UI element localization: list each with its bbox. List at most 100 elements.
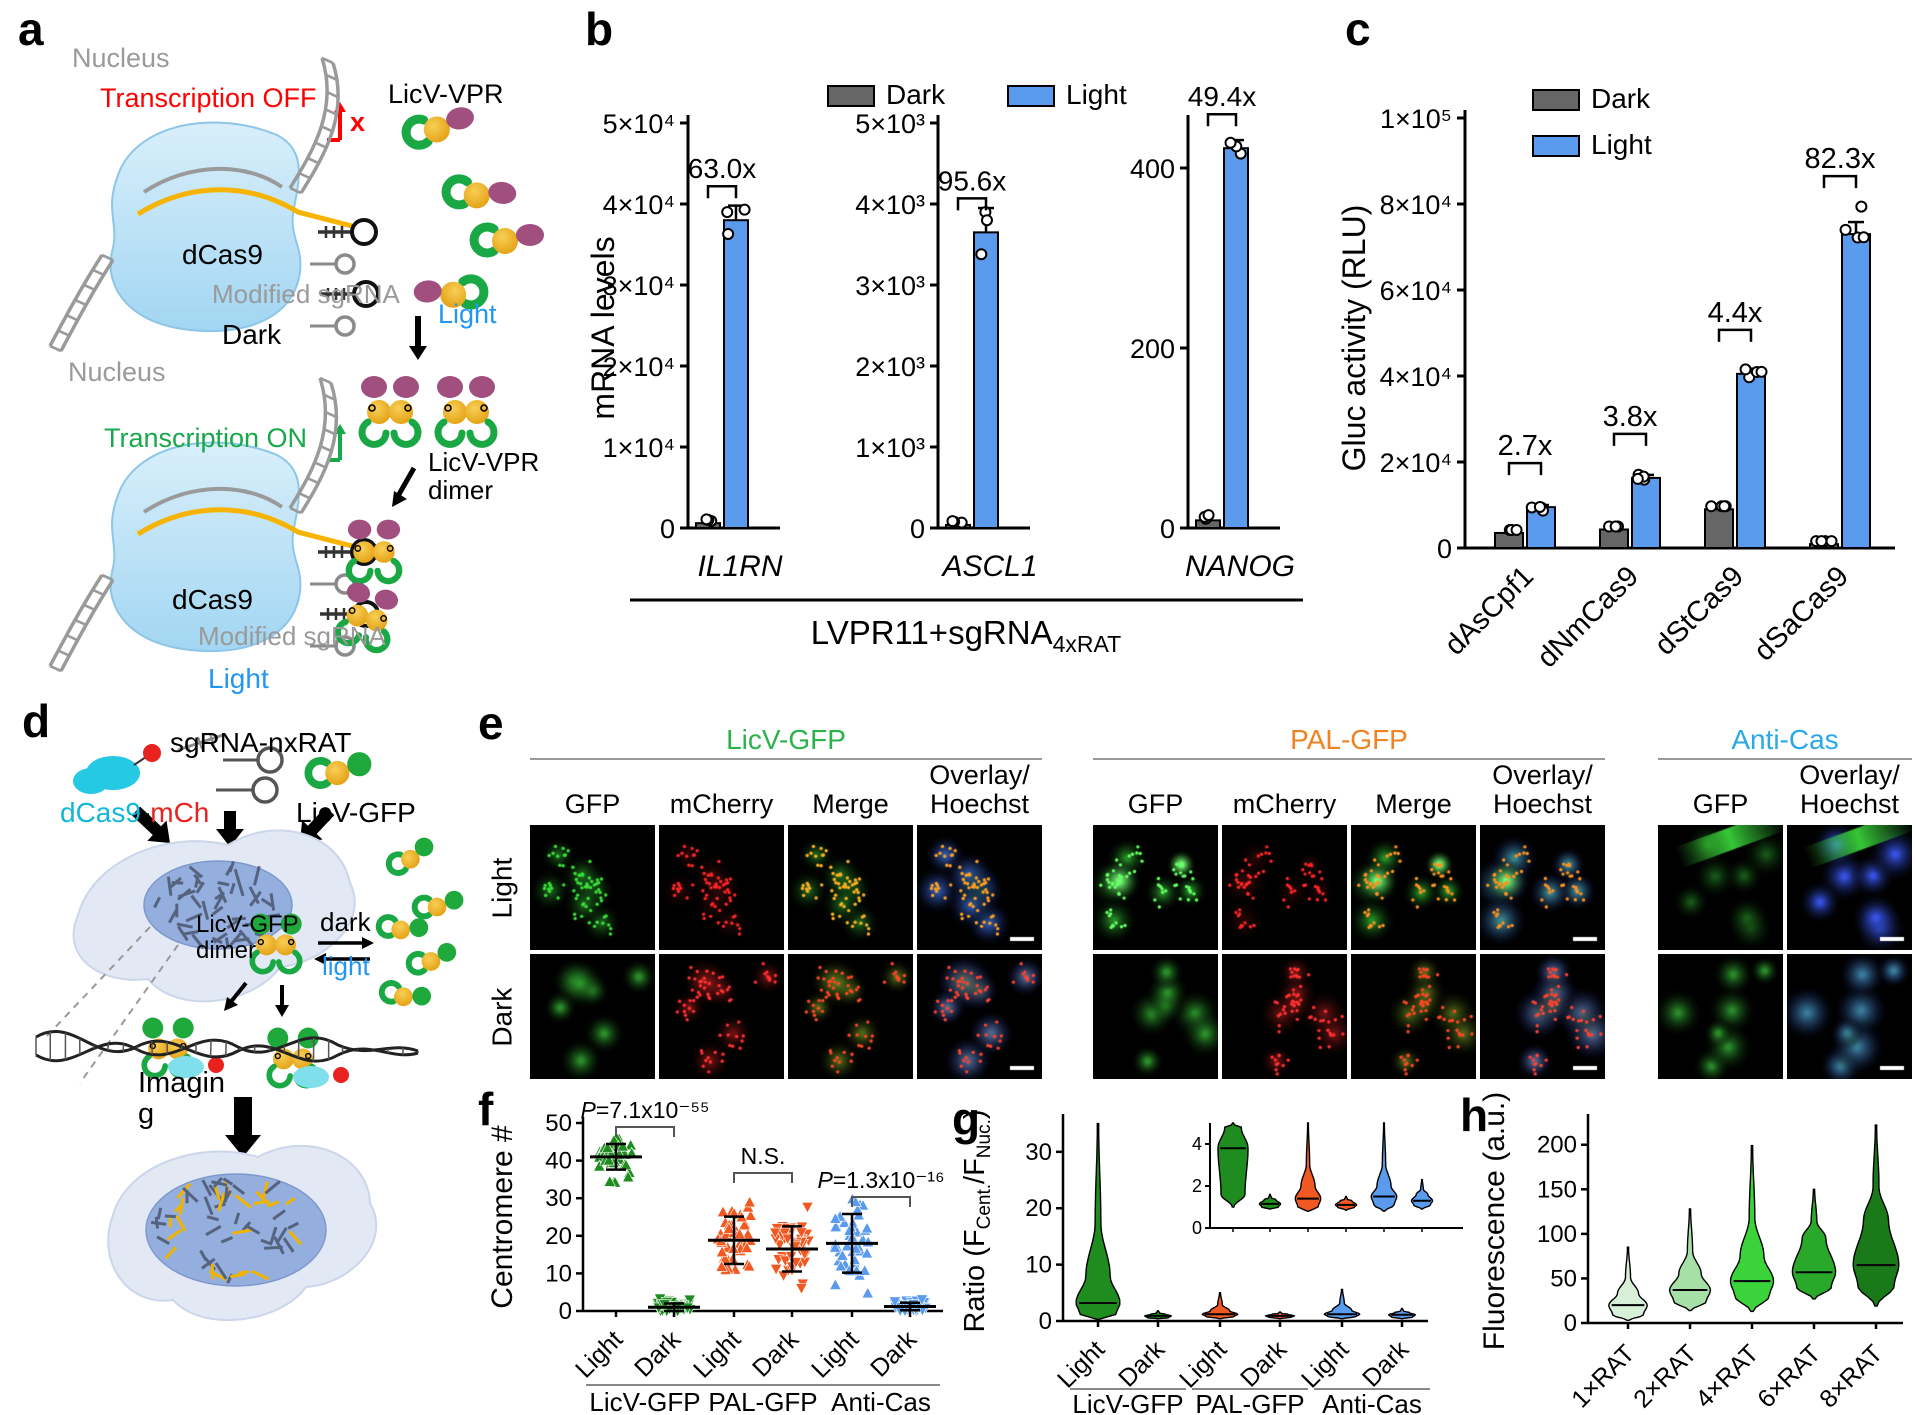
imaging-arrow xyxy=(225,1097,261,1157)
panel-b-chart: mRNA levels Dark Light 0 1×10⁴ 2×10⁴ 3×10⁴ 4×10… xyxy=(585,79,1303,657)
svg-text:P=7.1x10⁻⁵⁵: P=7.1x10⁻⁵⁵ xyxy=(580,1097,709,1123)
svg-text:5×10³: 5×10³ xyxy=(855,109,925,139)
modified-sgrna-label-top: Modified sgRNA xyxy=(212,279,400,309)
licv-vpr-dimer-label: LicV-VPR dimer xyxy=(428,447,540,506)
svg-text:40: 40 xyxy=(545,1148,572,1175)
svg-text:4: 4 xyxy=(1192,1134,1202,1154)
chromatin-dashes xyxy=(153,861,281,950)
svg-text:2×10⁴: 2×10⁴ xyxy=(1380,448,1452,478)
svg-text:Light: Light xyxy=(1174,1335,1232,1393)
group-title-PAL-GFP: PAL-GFP xyxy=(1290,724,1408,755)
svg-text:10: 10 xyxy=(1025,1252,1052,1279)
labeled-chromatin-dashes xyxy=(150,1177,303,1284)
svg-text:2: 2 xyxy=(1192,1176,1202,1196)
svg-text:Light: Light xyxy=(1591,129,1652,160)
column-header: mCherry xyxy=(669,788,774,819)
mch-dot xyxy=(208,1057,224,1073)
svg-text:Light: Light xyxy=(570,1325,628,1383)
column-header: mCherry xyxy=(1232,788,1337,819)
svg-text:dNmCas9: dNmCas9 xyxy=(1531,560,1645,674)
svg-text:Dark: Dark xyxy=(629,1325,686,1382)
group-title-LicV-GFP: LicV-GFP xyxy=(726,724,846,755)
panel-label-b: b xyxy=(585,3,614,55)
dcas9-mch-label: dCas9-mCh xyxy=(60,797,209,828)
micrograph-PAL-GFP-Light-Overlay/Hoechst xyxy=(1480,825,1605,950)
svg-text:Centromere #: Centromere # xyxy=(486,1125,519,1309)
panel-label-g: g xyxy=(952,1093,981,1145)
equilibrium-arrows xyxy=(314,937,374,965)
svg-text:0: 0 xyxy=(660,514,675,544)
svg-text:4×10³: 4×10³ xyxy=(855,190,925,220)
micrograph-Anti-Cas-Dark-Overlay/Hoechst xyxy=(1787,954,1912,1079)
svg-text:Light: Light xyxy=(806,1325,864,1383)
svg-text:3.8x: 3.8x xyxy=(1603,401,1658,433)
panel-h-chart: Fluorescence (a.u.) 0 50 100 150 200 1×RAT2×RA… xyxy=(1478,1092,1903,1413)
nucleus-label-bottom: Nucleus xyxy=(68,357,166,387)
svg-text:5×10⁴: 5×10⁴ xyxy=(603,109,675,139)
svg-text:PAL-GFP: PAL-GFP xyxy=(1195,1389,1304,1415)
micrograph-LicV-GFP-Light-GFP xyxy=(530,825,655,950)
svg-text:100: 100 xyxy=(1537,1221,1577,1248)
svg-text:IL1RN: IL1RN xyxy=(697,550,782,583)
light-label-bottom: Light xyxy=(208,663,269,694)
dark-state-diagram xyxy=(111,102,544,360)
column-header: Merge xyxy=(1375,788,1452,819)
svg-text:0: 0 xyxy=(1192,1218,1202,1238)
sgrna-hairpin-icon xyxy=(177,733,284,804)
panel-label-e: e xyxy=(478,697,504,749)
group-title-Anti-Cas: Anti-Cas xyxy=(1731,724,1839,755)
micrograph-PAL-GFP-Light-GFP xyxy=(1093,825,1218,950)
micrograph-LicV-GFP-Light-Overlay/Hoechst xyxy=(917,825,1042,950)
svg-text:0: 0 xyxy=(1437,534,1452,564)
svg-text:4.4x: 4.4x xyxy=(1708,297,1763,329)
svg-text:Dark: Dark xyxy=(1235,1335,1292,1392)
transcription-on-label: Transcription ON xyxy=(104,423,308,453)
svg-text:1×10⁴: 1×10⁴ xyxy=(603,433,675,463)
dcas9-label-top: dCas9 xyxy=(182,239,263,270)
light-arrow-down xyxy=(409,316,427,360)
panel-label-d: d xyxy=(22,695,51,747)
svg-text:N.S.: N.S. xyxy=(741,1143,786,1169)
svg-text:2.7x: 2.7x xyxy=(1498,430,1553,462)
svg-text:P=1.3x10⁻¹⁶: P=1.3x10⁻¹⁶ xyxy=(817,1167,944,1193)
svg-text:ASCL1: ASCL1 xyxy=(940,550,1037,583)
svg-text:6×10⁴: 6×10⁴ xyxy=(1380,276,1452,306)
svg-text:0: 0 xyxy=(1160,514,1175,544)
svg-text:0: 0 xyxy=(910,514,925,544)
mch-dot xyxy=(333,1067,349,1083)
svg-text:10: 10 xyxy=(545,1260,572,1287)
svg-text:20: 20 xyxy=(1025,1195,1052,1222)
svg-text:4×10⁴: 4×10⁴ xyxy=(1380,362,1452,392)
svg-text:200: 200 xyxy=(1537,1132,1577,1159)
svg-text:0: 0 xyxy=(1039,1308,1052,1335)
micrograph-LicV-GFP-Dark-Merge xyxy=(788,954,913,1079)
svg-text:8×RAT: 8×RAT xyxy=(1814,1339,1888,1413)
svg-text:63.0x: 63.0x xyxy=(688,153,757,184)
dcas9-mch-icon xyxy=(73,744,161,794)
licv-vpr-label: LicV-VPR xyxy=(388,79,504,109)
svg-text:Gluc activity (RLU): Gluc activity (RLU) xyxy=(1336,205,1372,472)
column-header: Merge xyxy=(812,788,889,819)
row-label-Dark: Dark xyxy=(486,987,518,1047)
column-header: GFP xyxy=(1127,788,1184,819)
group-underline xyxy=(1093,758,1605,760)
svg-text:30: 30 xyxy=(1025,1139,1052,1166)
panel-d-diagram xyxy=(35,733,478,1321)
column-header: Overlay/ Hoechst xyxy=(1799,760,1900,819)
svg-text:150: 150 xyxy=(1537,1176,1577,1203)
dark-label: Dark xyxy=(222,319,282,350)
svg-text:Light: Light xyxy=(1052,1335,1110,1393)
micrograph-LicV-GFP-Dark-mCherry xyxy=(659,954,784,1079)
svg-text:Dark: Dark xyxy=(1591,83,1651,114)
svg-text:49.4x: 49.4x xyxy=(1188,81,1257,112)
svg-text:1×10³: 1×10³ xyxy=(855,433,925,463)
svg-text:Anti-Cas: Anti-Cas xyxy=(1322,1389,1422,1415)
svg-text:1×10⁵: 1×10⁵ xyxy=(1380,104,1452,134)
micrograph-LicV-GFP-Light-Merge xyxy=(788,825,913,950)
group-underline xyxy=(1658,758,1912,760)
micrograph-Anti-Cas-Dark-GFP xyxy=(1658,954,1783,1079)
micrograph-LicV-GFP-Light-mCherry xyxy=(659,825,784,950)
sgrna-nxrat-label: sgRNA-nxRAT xyxy=(170,727,352,758)
svg-text:2×RAT: 2×RAT xyxy=(1628,1339,1702,1413)
